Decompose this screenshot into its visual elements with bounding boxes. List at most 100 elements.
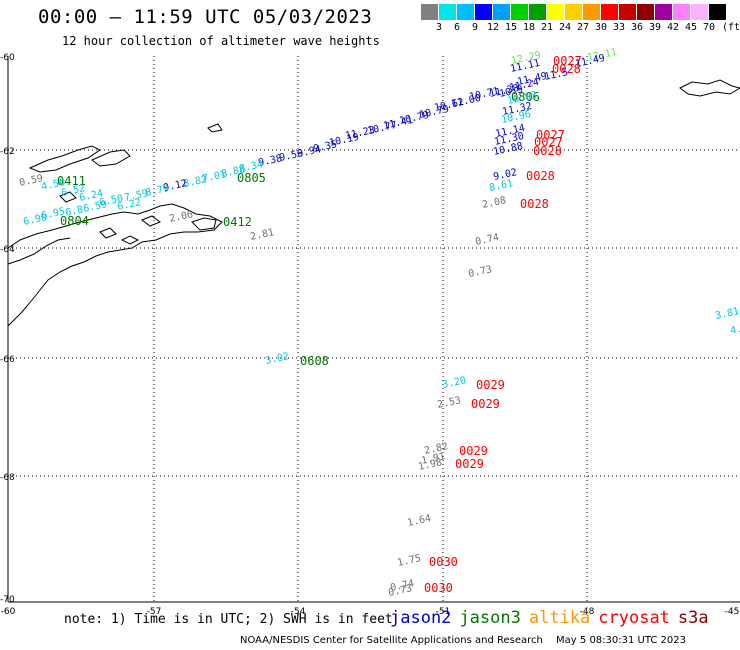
observation-time-label: 0028 [526, 169, 555, 183]
scale-label: 21 [540, 22, 554, 33]
wave-height-label: 6.52 [60, 183, 86, 199]
scale-label: 12 [486, 22, 500, 33]
observation-time-label: 0412 [223, 215, 252, 229]
wave-height-label: 8.82 [182, 174, 208, 190]
wave-height-label: 6.24 [78, 188, 104, 204]
observation-time-label: 0030 [429, 555, 458, 569]
observation-time-label: 0030 [424, 581, 453, 595]
joinville-island [191, 217, 217, 231]
wave-height-label: 9.56 [278, 148, 304, 164]
latitude-label: -62 [0, 147, 15, 157]
wave-height-label: 0.73 [467, 264, 493, 280]
wave-height-label: 3.20 [441, 375, 467, 391]
scale-label: 33 [612, 22, 626, 33]
wave-height-label: 2.82 [423, 441, 449, 457]
wave-height-label: 9.38 [257, 153, 283, 169]
wave-height-label: 6.90 [22, 212, 48, 228]
small-island-3 [207, 123, 223, 133]
south-shetland-islands [28, 145, 101, 173]
scale-label: 27 [576, 22, 590, 33]
scale-swatch [547, 4, 564, 20]
wave-height-label: 6.8 [64, 204, 84, 219]
wave-height-label: 2.06 [168, 209, 194, 225]
wave-height-label: 1.98 [417, 457, 443, 473]
scale-label: 24 [558, 22, 572, 33]
longitude-label: -60 [1, 607, 16, 617]
wave-height-label: 4.56 [40, 177, 66, 193]
axis-labels: -60 -62 -64 -66 -68 -70 -60 -57 -54 -51 -48 -45 [0, 53, 739, 617]
scale-swatch [655, 4, 672, 20]
legend-jason3: jason3 [459, 608, 521, 628]
wave-height-label: 1.91 [420, 451, 446, 467]
wave-height-label: 2.81 [249, 227, 275, 243]
antarctic-peninsula-coast [7, 203, 223, 327]
wave-height-label: 9.02 [492, 167, 518, 183]
wave-height-label: 8.79 [144, 183, 170, 199]
scale-label: 42 [666, 22, 680, 33]
scale-label: 39 [648, 22, 662, 33]
scale-swatch [511, 4, 528, 20]
observation-time-label: 0608 [300, 354, 329, 368]
wave-height-label: 3.81 [714, 306, 740, 322]
south-shetland-islands-east [91, 149, 131, 167]
observation-time-label: 0804 [60, 214, 89, 228]
scale-swatch [673, 4, 690, 20]
map-title: 00:00 – 11:59 UTC 05/03/2023 [38, 6, 373, 28]
wave-height-label: 0.59 [18, 173, 44, 189]
latitude-label: -66 [0, 355, 15, 365]
wave-height-label: 0.74 [474, 232, 500, 248]
scale-swatch [637, 4, 654, 20]
scale-label: 30 [594, 22, 608, 33]
map-subtitle: 12 hour collection of altimeter wave hei… [62, 34, 380, 48]
scale-swatch [457, 4, 474, 20]
scale-swatch [475, 4, 492, 20]
scale-swatch [709, 4, 726, 20]
credit-text: NOAA/NESDIS Center for Satellite Applica… [240, 635, 543, 646]
scale-unit: (ft) [721, 22, 740, 33]
latitude-label: -60 [0, 53, 15, 63]
scale-label: 15 [504, 22, 518, 33]
latitude-label: -64 [0, 245, 15, 255]
longitude-label: -57 [147, 607, 162, 617]
map-frame [7, 56, 740, 603]
longitude-label: -45 [725, 607, 740, 617]
satellite-legend: jason2 jason3 altika cryosat s3a [390, 608, 717, 628]
scale-swatch [583, 4, 600, 20]
wave-height-label: 6.50 [98, 193, 124, 209]
observation-time-label: 0029 [455, 457, 484, 471]
scale-label: 18 [522, 22, 536, 33]
longitude-label: -51 [436, 607, 451, 617]
wave-height-label: 0.74 [389, 578, 415, 594]
wave-height-label: 6.95 [40, 206, 66, 222]
longitude-label: -54 [291, 607, 306, 617]
scale-label: 9 [471, 22, 479, 33]
grid-lines [8, 56, 740, 602]
scale-label: 36 [630, 22, 644, 33]
south-orkney-islands [679, 79, 740, 97]
wave-height-label: 7.59 [123, 188, 149, 204]
coastline [7, 79, 740, 327]
generation-timestamp: May 5 08:30:31 UTC 2023 [556, 635, 686, 646]
scale-swatch [493, 4, 510, 20]
wave-height-label: 7.01 [201, 169, 227, 185]
wave-height-label: 11.5 [543, 67, 569, 83]
wave-height-label: 0.73 [387, 583, 413, 599]
wave-height-label: 8.61 [488, 178, 514, 194]
scale-label: 3 [435, 22, 443, 33]
wave-height-label: 4. [729, 324, 740, 337]
wave-height-label: 8.88 [220, 164, 246, 180]
small-island-2 [140, 215, 162, 227]
legend-cryosat: cryosat [598, 608, 670, 628]
peninsula-inner-coast [7, 237, 71, 265]
observation-time-label: 0805 [237, 171, 266, 185]
scale-swatch [565, 4, 582, 20]
latitude-label: -68 [0, 473, 15, 483]
scale-swatch [691, 4, 708, 20]
wave-height-label: 8.34 [238, 159, 264, 175]
scale-swatch [619, 4, 636, 20]
wave-height-label: 2.08 [481, 195, 507, 211]
observation-time-label: 0028 [520, 197, 549, 211]
wave-height-label: 9.12 [162, 178, 188, 194]
longitude-label: -48 [580, 607, 595, 617]
